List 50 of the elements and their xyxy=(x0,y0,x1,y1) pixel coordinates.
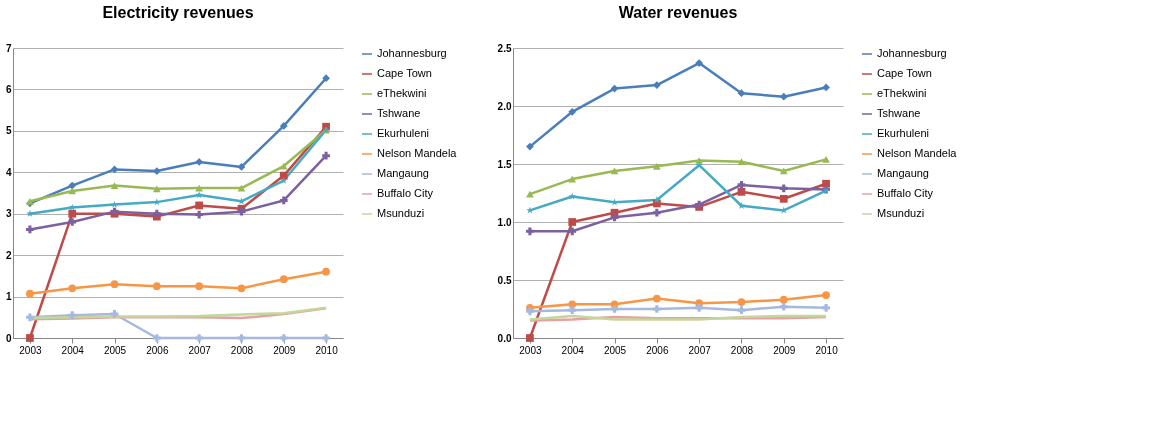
y-tick-label: 1 xyxy=(5,291,12,303)
x-tick-label: 2003 xyxy=(519,344,542,356)
legend-label: Nelson Mandela xyxy=(377,147,458,159)
y-tick-label: 7 xyxy=(5,42,12,54)
legend-label: Ekurhuleni xyxy=(877,127,929,139)
y-tick-label: 2.5 xyxy=(497,42,512,54)
y-tick-label: 2 xyxy=(5,249,12,261)
legend-label: Johannesburg xyxy=(377,47,447,59)
x-tick-label: 2005 xyxy=(603,344,627,356)
legend-label: Buffalo City xyxy=(877,187,934,199)
x-tick-label: 2005 xyxy=(103,344,127,356)
x-tick-label: 2006 xyxy=(146,344,169,356)
x-tick-label: 2008 xyxy=(730,344,754,356)
x-tick-label: 2004 xyxy=(61,344,85,356)
legend-label: Mangaung xyxy=(877,167,929,179)
x-tick-label: 2008 xyxy=(230,344,254,356)
legend-label: Msunduzi xyxy=(877,207,925,219)
y-tick-label: 4 xyxy=(5,166,12,178)
chart-title: Water revenues xyxy=(618,4,738,21)
y-tick-label: 2.0 xyxy=(497,100,512,112)
legend-label: Msunduzi xyxy=(377,207,425,219)
y-tick-label: 6 xyxy=(5,83,12,95)
chart-title: Electricity revenues xyxy=(102,4,254,21)
legend-label: Cape Town xyxy=(877,67,932,79)
legend-label: Johannesburg xyxy=(877,47,947,59)
x-tick-label: 2006 xyxy=(646,344,669,356)
x-tick-label: 2007 xyxy=(188,344,212,356)
x-tick-label: 2007 xyxy=(688,344,712,356)
legend-label: Nelson Mandela xyxy=(877,147,958,159)
y-tick-label: 3 xyxy=(5,208,12,220)
legend-label: Buffalo City xyxy=(377,187,434,199)
y-tick-label: 1.0 xyxy=(497,216,512,228)
legend-label: Tshwane xyxy=(377,107,421,119)
y-tick-label: 0 xyxy=(5,332,12,344)
x-tick-label: 2003 xyxy=(19,344,42,356)
y-tick-label: 0.5 xyxy=(497,274,512,286)
legend-label: Ekurhuleni xyxy=(377,127,429,139)
x-tick-label: 2010 xyxy=(815,344,839,356)
legend-label: Tshwane xyxy=(877,107,921,119)
legend-label: eThekwini xyxy=(877,87,927,99)
legend-label: eThekwini xyxy=(377,87,427,99)
legend-label: Cape Town xyxy=(377,67,432,79)
y-tick-label: 5 xyxy=(5,125,12,137)
x-tick-label: 2009 xyxy=(773,344,796,356)
x-tick-label: 2009 xyxy=(273,344,296,356)
legend-label: Mangaung xyxy=(377,167,429,179)
x-tick-label: 2004 xyxy=(561,344,585,356)
x-tick-label: 2010 xyxy=(315,344,339,356)
y-tick-label: 1.5 xyxy=(497,158,512,170)
y-tick-label: 0.0 xyxy=(497,332,512,344)
